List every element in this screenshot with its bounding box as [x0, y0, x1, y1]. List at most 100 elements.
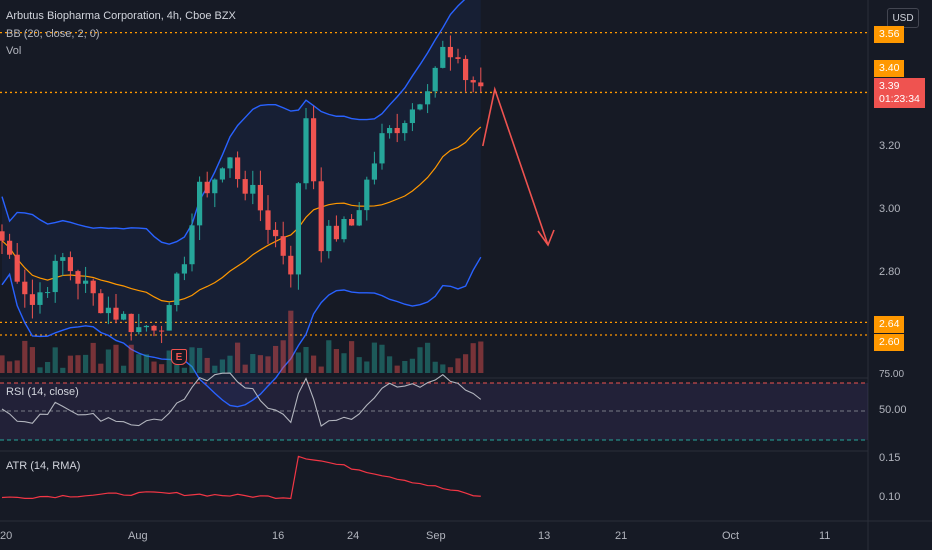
volume-legend[interactable]: Vol	[6, 45, 22, 57]
candle-body	[128, 313, 134, 333]
candle-body	[219, 168, 225, 180]
candle-body	[14, 254, 20, 282]
volume-bar	[14, 360, 20, 373]
atr-legend[interactable]: ATR (14, RMA)	[6, 460, 81, 472]
volume-bar	[29, 347, 35, 373]
candle-body	[409, 109, 415, 124]
candle-body	[311, 118, 317, 182]
earnings-badge[interactable]: E	[171, 349, 187, 365]
candle-body	[432, 67, 438, 92]
rsi-legend[interactable]: RSI (14, close)	[6, 386, 79, 398]
volume-bar	[409, 358, 415, 373]
candle-body	[303, 118, 309, 184]
volume-bar	[113, 344, 119, 373]
candle-body	[189, 225, 195, 265]
volume-bar	[318, 366, 324, 373]
volume-bar	[45, 361, 51, 373]
time-axis-label: 21	[615, 530, 628, 542]
bb-fill	[2, 0, 481, 407]
volume-bar	[364, 361, 370, 373]
volume-bar	[52, 347, 58, 373]
volume-bar	[151, 361, 157, 373]
volume-bar	[197, 347, 203, 373]
candle-body	[280, 236, 286, 256]
candle-body	[257, 184, 263, 211]
volume-bar	[121, 365, 127, 373]
volume-bar	[447, 367, 453, 373]
candle-body	[197, 181, 203, 226]
volume-bar	[105, 349, 111, 373]
volume-bar	[326, 340, 332, 373]
candle-body	[387, 127, 393, 134]
volume-bar	[478, 341, 484, 373]
volume-bar	[227, 355, 233, 373]
volume-bar	[235, 342, 241, 373]
time-axis-label: Oct	[722, 530, 740, 542]
volume-bar	[273, 345, 279, 373]
candle-body	[151, 325, 157, 331]
candle-body	[166, 305, 172, 331]
volume-bar	[432, 361, 438, 373]
time-axis-label: 11	[819, 530, 831, 542]
candle-body	[136, 327, 142, 333]
volume-bar	[37, 367, 43, 373]
price-axis-label: 3.00	[879, 203, 901, 215]
candle-body	[29, 294, 35, 305]
rsi-line	[1, 372, 482, 427]
candle-body	[371, 163, 377, 180]
volume-bar	[143, 354, 149, 373]
volume-bar	[166, 350, 172, 373]
volume-bar	[189, 347, 195, 373]
last-price: 3.39	[879, 80, 900, 92]
candle-body	[364, 179, 370, 211]
volume-bar	[379, 344, 385, 373]
rsi-axis-label: 75.00	[879, 369, 905, 380]
volume-bar	[7, 361, 13, 373]
candle-body	[265, 210, 271, 230]
volume-bar	[0, 355, 5, 373]
volume-bar	[204, 357, 210, 373]
candle-body	[227, 157, 233, 169]
currency-button[interactable]: USD	[887, 8, 919, 28]
candle-body	[7, 240, 13, 255]
time-axis-label: 24	[347, 530, 360, 542]
candle-body	[204, 181, 210, 194]
candle-body	[143, 325, 149, 328]
upper-level-tag: 3.56	[874, 26, 905, 43]
volume-bar	[257, 355, 263, 373]
volume-bar	[425, 342, 431, 373]
volume-bar	[463, 354, 469, 373]
volume-bar	[387, 356, 393, 373]
candle-body	[455, 57, 461, 59]
atr-axis-label: 0.15	[879, 452, 901, 464]
candle-body	[417, 104, 423, 110]
candle-body	[295, 183, 301, 275]
candle-body	[67, 257, 73, 272]
volume-bar	[219, 359, 225, 373]
candle-body	[250, 184, 256, 194]
chart-title[interactable]: Arbutus Biopharma Corporation, 4h, Cboe …	[6, 10, 236, 22]
candle-body	[121, 313, 127, 320]
candle-body	[22, 281, 28, 295]
bb-basis-line	[1, 126, 482, 303]
bb-legend[interactable]: BB (20, close, 2, 0)	[6, 28, 100, 40]
candle-body	[273, 229, 279, 237]
candle-body	[37, 292, 43, 305]
time-axis-label: 20	[0, 530, 13, 542]
volume-bar	[136, 354, 142, 373]
time-axis-label: Sep	[426, 530, 446, 542]
volume-bar	[98, 363, 104, 373]
volume-bar	[128, 344, 134, 373]
candle-body	[113, 307, 119, 320]
volume-bar	[402, 360, 408, 373]
volume-bar	[280, 340, 286, 373]
volume-bar	[242, 364, 248, 373]
candle-body	[105, 307, 111, 314]
volume-bar	[356, 357, 362, 373]
atr-line	[1, 455, 481, 500]
atr-axis-label: 0.10	[879, 491, 901, 503]
candle-body	[60, 257, 66, 261]
support-lower-tag: 2.60	[874, 334, 905, 351]
candle-body	[349, 219, 355, 226]
